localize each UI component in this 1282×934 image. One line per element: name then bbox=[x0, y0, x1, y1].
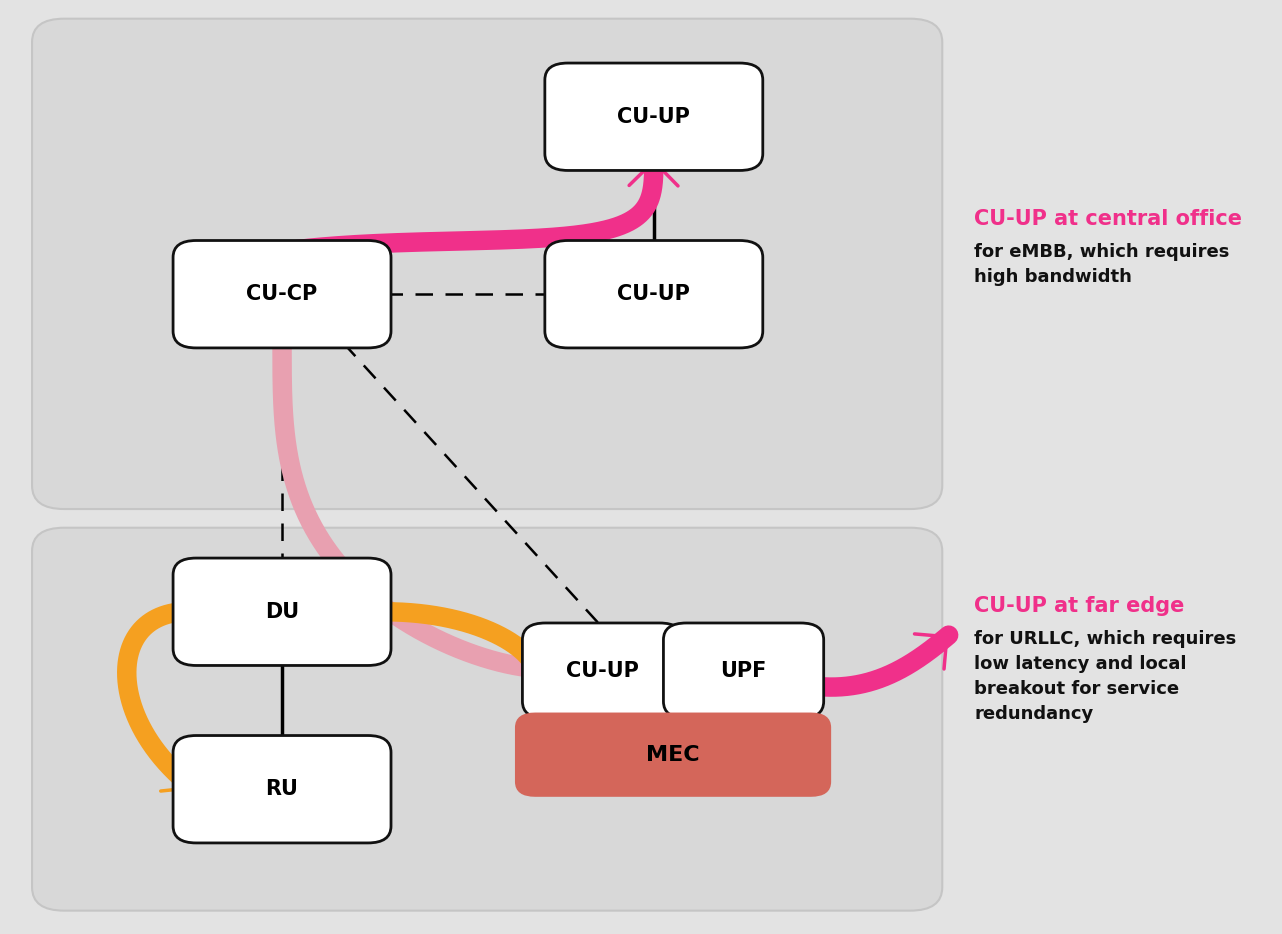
Text: CU-UP: CU-UP bbox=[567, 660, 638, 681]
FancyBboxPatch shape bbox=[173, 736, 391, 842]
FancyBboxPatch shape bbox=[32, 528, 942, 911]
Text: RU: RU bbox=[265, 779, 299, 800]
Text: for eMBB, which requires
high bandwidth: for eMBB, which requires high bandwidth bbox=[974, 243, 1229, 286]
Text: CU-CP: CU-CP bbox=[246, 284, 318, 304]
Text: UPF: UPF bbox=[720, 660, 767, 681]
Text: CU-UP at far edge: CU-UP at far edge bbox=[974, 597, 1185, 616]
Text: CU-UP: CU-UP bbox=[618, 106, 690, 127]
FancyBboxPatch shape bbox=[545, 240, 763, 347]
FancyBboxPatch shape bbox=[173, 559, 391, 665]
Text: MEC: MEC bbox=[646, 744, 700, 765]
FancyBboxPatch shape bbox=[664, 623, 823, 718]
FancyBboxPatch shape bbox=[515, 714, 831, 796]
FancyBboxPatch shape bbox=[32, 19, 942, 509]
FancyBboxPatch shape bbox=[173, 240, 391, 347]
Text: for URLLC, which requires
low latency and local
breakout for service
redundancy: for URLLC, which requires low latency an… bbox=[974, 630, 1237, 724]
Text: CU-UP at central office: CU-UP at central office bbox=[974, 209, 1242, 229]
FancyBboxPatch shape bbox=[545, 63, 763, 170]
Text: DU: DU bbox=[265, 601, 299, 622]
Text: CU-UP: CU-UP bbox=[618, 284, 690, 304]
FancyBboxPatch shape bbox=[523, 623, 682, 718]
